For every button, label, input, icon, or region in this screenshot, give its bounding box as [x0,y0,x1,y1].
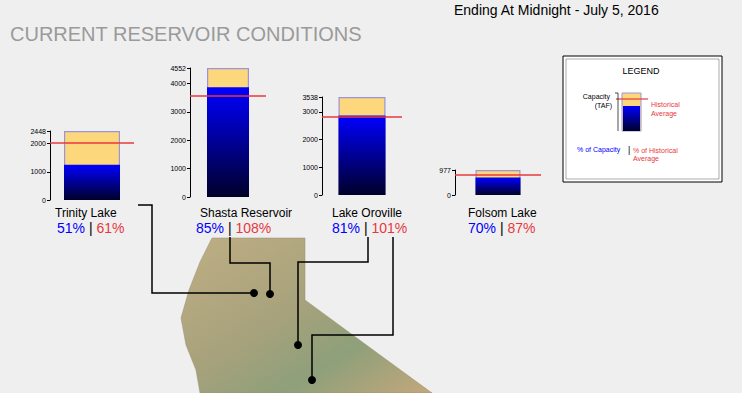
svg-text:3000: 3000 [170,108,186,115]
svg-text:4552: 4552 [170,65,186,72]
svg-text:Trinity Lake: Trinity Lake [55,206,117,220]
svg-text:87%: 87% [507,220,535,236]
svg-text:0: 0 [447,192,451,199]
svg-text:70%: 70% [468,220,496,236]
svg-text:(TAF): (TAF) [595,102,612,110]
svg-text:108%: 108% [235,220,271,236]
svg-text:% of Capacity: % of Capacity [577,146,621,154]
svg-text:3000: 3000 [302,108,318,115]
svg-text:Shasta Reservoir: Shasta Reservoir [200,206,292,220]
svg-text:101%: 101% [371,220,407,236]
svg-text:977: 977 [439,167,451,174]
svg-text:1000: 1000 [170,165,186,172]
svg-text:2000: 2000 [302,136,318,143]
svg-text:4000: 4000 [170,80,186,87]
svg-text:LEGEND: LEGEND [622,66,660,76]
svg-text:0: 0 [42,197,46,204]
svg-text:1000: 1000 [30,168,46,175]
svg-text:Average: Average [651,110,677,118]
svg-text:Average: Average [633,155,659,163]
svg-text:CURRENT RESERVOIR CONDITIONS: CURRENT RESERVOIR CONDITIONS [10,23,362,45]
svg-text:61%: 61% [96,220,124,236]
svg-text:Historical: Historical [651,101,682,108]
svg-text:|: | [628,145,630,155]
svg-text:Folsom Lake: Folsom Lake [468,206,537,220]
svg-text:Capacity: Capacity [583,93,612,101]
svg-text:85%: 85% [196,220,224,236]
svg-text:2000: 2000 [30,140,46,147]
svg-text:% of Historical: % of Historical [633,147,680,154]
svg-text:2448: 2448 [30,128,46,135]
svg-text:51%: 51% [57,220,85,236]
svg-text:1000: 1000 [302,164,318,171]
svg-text:Lake Oroville: Lake Oroville [332,206,402,220]
svg-text:2000: 2000 [170,137,186,144]
svg-text:Ending At Midnight - July 5, 2: Ending At Midnight - July 5, 2016 [454,2,659,18]
svg-text:0: 0 [314,192,318,199]
svg-text:0: 0 [182,194,186,201]
svg-text:81%: 81% [332,220,360,236]
svg-text:3538: 3538 [302,94,318,101]
